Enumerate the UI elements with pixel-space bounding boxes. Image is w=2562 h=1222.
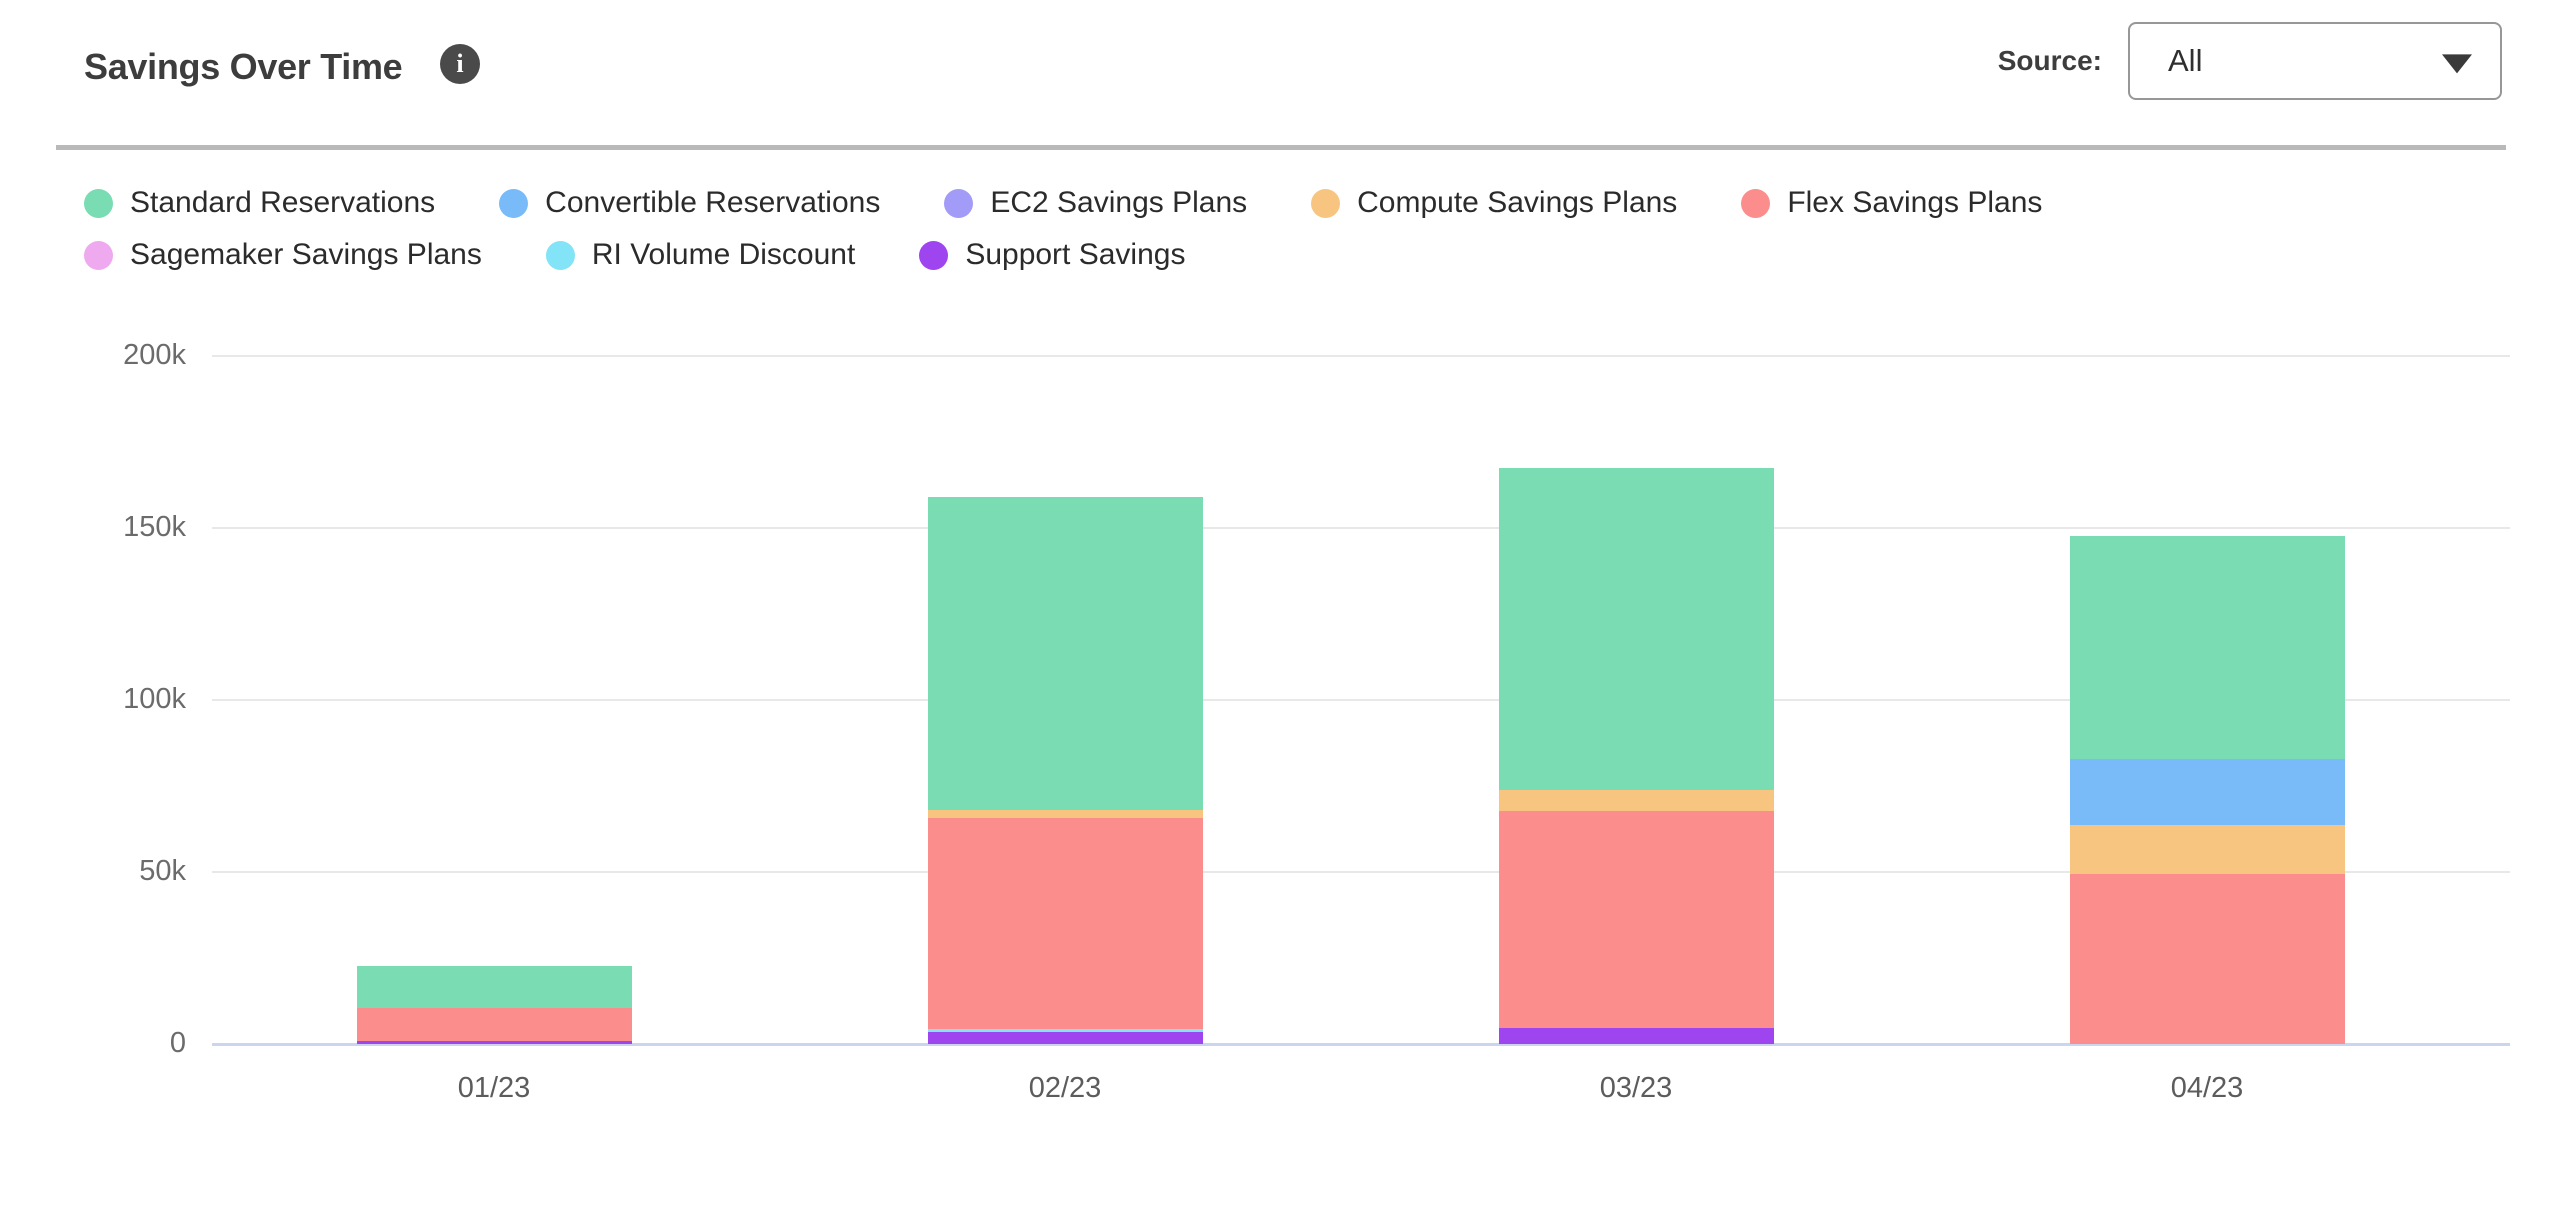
gridline [212,871,2510,873]
bar-segment-convertible[interactable] [2069,758,2345,826]
legend-item-label: Compute Savings Plans [1357,186,1678,219]
x-tick-label: 04/23 [2170,1072,2244,1104]
legend-color-dot [84,240,113,270]
bar-segment-support[interactable] [1498,1028,1774,1044]
y-tick-label: 150k [123,511,186,543]
chevron-down-icon [2442,54,2472,74]
bar-segment-standard[interactable] [927,497,1203,811]
bar-02-23 [927,497,1203,1044]
legend-item-support[interactable]: Support Savings [919,238,1185,272]
source-filter: Source: All [1998,22,2502,100]
legend-item-label: Standard Reservations [130,186,436,219]
legend-item-ec2[interactable]: EC2 Savings Plans [944,186,1247,220]
legend-item-convertible[interactable]: Convertible Reservations [499,186,880,220]
bar-segment-standard[interactable] [356,965,632,1008]
legend-item-label: RI Volume Discount [591,238,856,271]
legend-color-dot [919,240,949,270]
bar-segment-flex[interactable] [1498,811,1774,1029]
bar-segment-support[interactable] [927,1032,1203,1044]
bar-03-23 [1498,468,1774,1044]
bar-04-23 [2069,535,2345,1044]
bar-segment-standard[interactable] [2069,535,2345,759]
bar-01-23 [356,965,632,1044]
bar-segment-flex[interactable] [2069,873,2345,1044]
source-label: Source: [1997,45,2102,76]
gridline [212,355,2510,357]
bar-segment-flex[interactable] [356,1007,632,1042]
bar-segment-standard[interactable] [1498,468,1774,791]
bar-segment-compute[interactable] [2069,825,2345,874]
page-title: Savings Over Time [84,46,403,87]
header-divider [56,145,2506,150]
x-tick-label: 01/23 [457,1072,531,1104]
legend-item-ri_volume[interactable]: RI Volume Discount [545,238,856,272]
header: Savings Over Time i Source: All [0,0,2562,145]
x-tick-label: 02/23 [1028,1072,1102,1104]
legend-item-standard[interactable]: Standard Reservations [84,186,435,220]
legend-color-dot [499,188,529,218]
source-select[interactable]: All [2128,22,2502,100]
legend-item-sagemaker[interactable]: Sagemaker Savings Plans [84,238,482,272]
bar-segment-flex[interactable] [927,818,1203,1029]
legend-color-dot [1741,188,1771,218]
y-tick-label: 50k [139,855,186,887]
gridline [212,527,2510,529]
legend-item-label: Sagemaker Savings Plans [130,238,482,271]
gridline [212,699,2510,701]
legend-item-label: Support Savings [965,238,1186,271]
legend-item-label: Flex Savings Plans [1787,186,2043,219]
legend: Standard Reservations Convertible Reserva… [84,186,2324,272]
source-select-value: All [2168,43,2203,78]
legend-color-dot [944,188,974,218]
y-tick-label: 200k [123,339,186,371]
bar-segment-compute[interactable] [1498,790,1774,812]
x-tick-label: 03/23 [1599,1072,1673,1104]
legend-item-flex[interactable]: Flex Savings Plans [1741,186,2042,220]
bar-segment-ri_volume[interactable] [927,1028,1203,1033]
y-tick-label: 0 [169,1027,186,1059]
legend-color-dot [84,188,113,218]
x-axis-baseline [212,1043,2510,1046]
legend-item-label: Convertible Reservations [545,186,881,219]
legend-color-dot [545,240,575,270]
info-icon-glyph: i [456,49,464,78]
bar-segment-support[interactable] [356,1041,632,1044]
legend-color-dot [1311,188,1341,218]
legend-item-label: EC2 Savings Plans [990,186,1248,219]
legend-item-compute[interactable]: Compute Savings Plans [1311,186,1677,220]
info-icon[interactable]: i [440,44,480,84]
y-tick-label: 100k [123,683,186,715]
bar-segment-compute[interactable] [927,810,1203,818]
